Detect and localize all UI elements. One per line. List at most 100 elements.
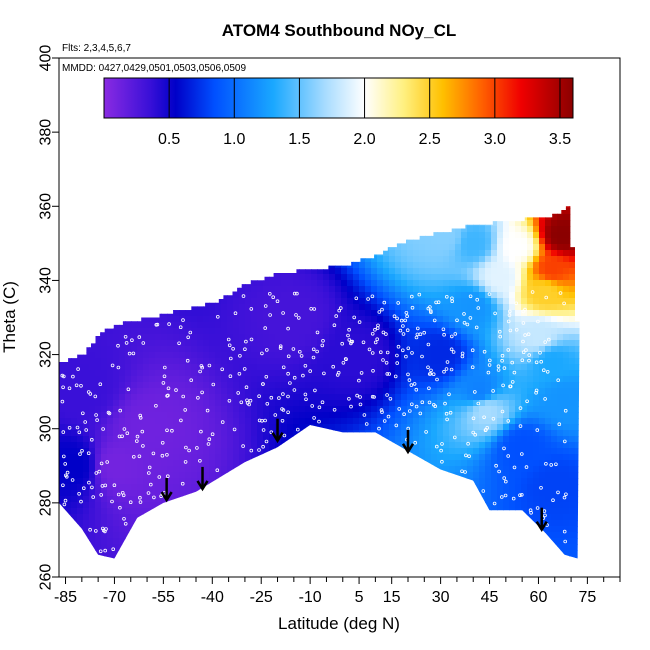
heatmap-cell	[479, 292, 486, 299]
heatmap-cell	[125, 206, 132, 209]
heatmap-cell	[467, 220, 474, 227]
heatmap-cell	[413, 262, 420, 269]
heatmap-cell	[179, 406, 186, 413]
heatmap-cell	[89, 262, 96, 269]
heatmap-cell	[371, 424, 378, 431]
heatmap-cell	[347, 250, 354, 257]
heatmap-cell	[125, 196, 132, 203]
heatmap-cell	[365, 196, 372, 203]
heatmap-cell	[353, 196, 360, 203]
heatmap-cell	[389, 226, 396, 233]
heatmap-cell	[233, 208, 240, 215]
heatmap-cell	[293, 340, 300, 347]
heatmap-cell	[443, 286, 450, 293]
heatmap-cell	[521, 268, 528, 275]
heatmap-cell	[143, 358, 150, 365]
heatmap-cell	[167, 430, 174, 437]
heatmap-cell	[527, 316, 534, 323]
heatmap-cell	[323, 328, 330, 335]
heatmap-cell	[83, 430, 90, 437]
heatmap-cell	[479, 328, 486, 335]
heatmap-cell	[137, 286, 144, 293]
heatmap-cell	[239, 256, 246, 263]
heatmap-cell	[467, 538, 474, 545]
heatmap-cell	[329, 358, 336, 365]
heatmap-cell	[233, 196, 240, 203]
heatmap-cell	[533, 352, 540, 359]
heatmap-cell	[65, 206, 72, 209]
heatmap-cell	[197, 232, 204, 239]
heatmap-cell	[539, 250, 546, 257]
heatmap-cell	[227, 448, 234, 455]
heatmap-cell	[227, 250, 234, 257]
heatmap-cell	[83, 544, 90, 551]
heatmap-cell	[143, 538, 150, 545]
heatmap-cell	[71, 436, 78, 443]
heatmap-cell	[95, 472, 102, 479]
heatmap-cell	[59, 508, 66, 515]
heatmap-cell	[311, 442, 318, 449]
heatmap-cell	[431, 490, 438, 497]
heatmap-cell	[323, 520, 330, 527]
heatmap-cell	[473, 532, 480, 539]
heatmap-cell	[353, 436, 360, 443]
heatmap-cell	[137, 206, 144, 209]
heatmap-cell	[107, 460, 114, 467]
heatmap-cell	[425, 526, 432, 533]
heatmap-cell	[497, 490, 504, 497]
heatmap-cell	[413, 232, 420, 239]
heatmap-cell	[95, 364, 102, 371]
heatmap-cell	[245, 406, 252, 413]
heatmap-cell	[173, 238, 180, 245]
heatmap-cell	[191, 316, 198, 323]
heatmap-cell	[515, 382, 522, 389]
heatmap-cell	[479, 340, 486, 347]
heatmap-cell	[533, 514, 540, 521]
heatmap-cell	[509, 232, 516, 239]
heatmap-cell	[317, 436, 324, 443]
heatmap-cell	[377, 376, 384, 383]
heatmap-cell	[299, 478, 306, 485]
heatmap-cell	[113, 214, 120, 221]
heatmap-cell	[131, 232, 138, 239]
heatmap-cell	[227, 406, 234, 413]
heatmap-cell	[347, 472, 354, 479]
heatmap-cell	[287, 520, 294, 527]
heatmap-cell	[137, 448, 144, 455]
heatmap-cell	[191, 286, 198, 293]
heatmap-cell	[503, 454, 510, 461]
heatmap-cell	[389, 520, 396, 527]
heatmap-cell	[443, 206, 450, 209]
heatmap-cell	[89, 292, 96, 299]
heatmap-cell	[407, 250, 414, 257]
heatmap-cell	[113, 556, 120, 559]
heatmap-cell	[323, 292, 330, 299]
heatmap-cell	[473, 370, 480, 377]
heatmap-cell	[257, 466, 264, 473]
heatmap-cell	[167, 206, 174, 209]
heatmap-cell	[227, 502, 234, 509]
heatmap-cell	[341, 424, 348, 431]
heatmap-cell	[167, 358, 174, 365]
heatmap-cell	[119, 418, 126, 425]
heatmap-cell	[251, 292, 258, 299]
heatmap-cell	[389, 298, 396, 305]
heatmap-cell	[485, 508, 492, 515]
heatmap-cell	[161, 340, 168, 347]
heatmap-cell	[377, 412, 384, 419]
heatmap-cell	[317, 502, 324, 509]
heatmap-cell	[227, 322, 234, 329]
heatmap-cell	[185, 268, 192, 275]
heatmap-cell	[497, 280, 504, 287]
heatmap-cell	[125, 466, 132, 473]
heatmap-cell	[365, 502, 372, 509]
heatmap-cell	[479, 418, 486, 425]
heatmap-cell	[89, 550, 96, 557]
heatmap-cell	[323, 238, 330, 245]
heatmap-cell	[107, 520, 114, 527]
heatmap-cell	[77, 292, 84, 299]
heatmap-cell	[251, 448, 258, 455]
heatmap-cell	[263, 484, 270, 491]
heatmap-cell	[491, 196, 498, 203]
heatmap-cell	[347, 358, 354, 365]
